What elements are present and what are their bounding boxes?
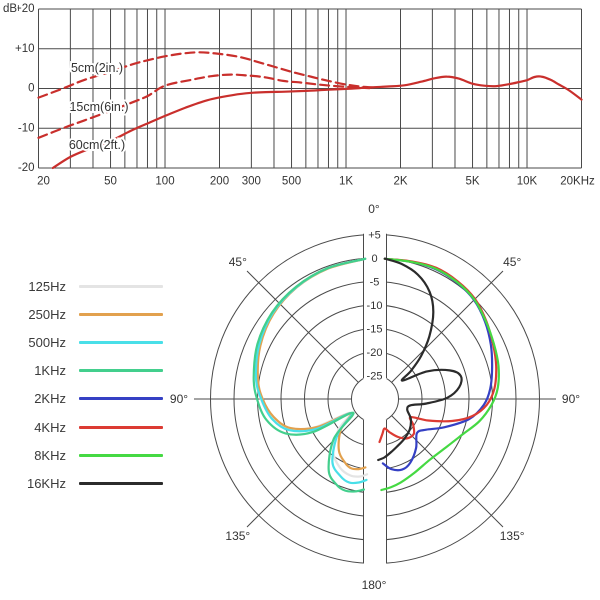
polar-curve-4khz	[378, 257, 498, 444]
polar-spoke-45	[246, 270, 359, 383]
legend-line-swatch	[79, 340, 163, 344]
angle-label-90-left: 90°	[170, 392, 188, 406]
polar-ring-m25	[351, 375, 399, 423]
curve-label-60cm-2ft: 60cm(2ft.)	[69, 138, 125, 152]
polar-spoke-45	[391, 270, 504, 383]
legend-item: 125Hz	[18, 272, 168, 300]
x-tick-label: 50	[104, 176, 117, 188]
angle-label-45-right: 45°	[503, 255, 521, 269]
angle-label-135-left: 135°	[225, 529, 250, 543]
curve-label-5cm-2in: 5cm(2in.)	[71, 61, 123, 75]
scale-stripe-bottom	[363, 419, 387, 567]
legend-label: 125Hz	[28, 278, 66, 294]
legend-line-swatch	[79, 481, 163, 485]
x-tick-label: 5K	[465, 176, 479, 188]
y-tick-label: +20	[15, 3, 35, 15]
angle-label-45-left: 45°	[229, 255, 247, 269]
polar-curve-1khz	[252, 257, 367, 493]
x-tick-label: 200	[210, 176, 229, 188]
legend-label: 2KHz	[34, 391, 66, 407]
legend-label: 250Hz	[28, 306, 66, 322]
scale-stripe-top	[363, 231, 387, 379]
curve-5cm-2in	[37, 51, 377, 99]
y-axis-unit-label: dB	[3, 3, 17, 15]
curve-60cm-2ft	[51, 75, 583, 170]
legend-item: 250Hz	[18, 300, 168, 328]
legend-label: 8KHz	[34, 447, 66, 463]
legend-label: 1KHz	[34, 363, 66, 379]
x-tick-label: 100	[155, 176, 174, 188]
legend-line-swatch	[79, 312, 163, 316]
x-tick-label: 20KHz	[560, 176, 595, 188]
frequency-response-chart: +20 +10 0 -10 -20 dB 20 50 100 200 300 500 1K 2K 5K 10K…	[2, 2, 597, 190]
legend-item: 1KHz	[18, 357, 168, 385]
angle-label-0-top: 0°	[368, 202, 380, 216]
polar-curve-8khz	[380, 257, 500, 492]
ring-label-m20: -20	[367, 347, 383, 359]
legend-line-swatch	[79, 284, 163, 288]
y-tick-label: -20	[18, 162, 35, 174]
legend-item: 4KHz	[18, 413, 168, 441]
ring-label-0: 0	[371, 253, 377, 265]
legend-line-swatch	[79, 397, 163, 401]
ring-label-p5: +5	[368, 230, 381, 242]
ring-label-m15: -15	[367, 324, 383, 336]
curve-15cm-6in	[37, 73, 371, 139]
polar-spoke-135	[391, 415, 504, 528]
x-tick-label: 300	[242, 176, 261, 188]
polar-spoke-135	[246, 415, 359, 528]
y-tick-label: +10	[15, 43, 35, 55]
ring-label-m10: -10	[367, 300, 383, 312]
legend-line-swatch	[79, 453, 163, 457]
legend-line-swatch	[79, 369, 163, 373]
polar-pattern-chart: +5 0 -5 -10 -15 -20 -25 0° 45° 45° 90° 90° 135° 135° 1…	[168, 201, 581, 594]
angle-label-90-right: 90°	[562, 392, 580, 406]
y-tick-label: 0	[28, 83, 34, 95]
x-tick-label: 10K	[517, 176, 538, 188]
angle-label-180-bottom: 180°	[362, 578, 387, 592]
curve-label-15cm-6in: 15cm(6in.)	[69, 100, 128, 114]
legend-line-swatch	[79, 425, 163, 429]
ring-label-m5: -5	[370, 277, 380, 289]
ring-label-m25: -25	[367, 371, 383, 383]
polar-legend: 125Hz 250Hz 500Hz 1KHz 2KHz 4KHz 8KHz 1	[18, 272, 168, 498]
polar-curve-500hz	[254, 257, 368, 485]
polar-curve-16khz	[377, 257, 463, 462]
legend-item: 8KHz	[18, 441, 168, 469]
legend-item: 2KHz	[18, 385, 168, 413]
angle-label-135-right: 135°	[500, 529, 525, 543]
polar-curve-250hz	[256, 257, 367, 471]
legend-label: 4KHz	[34, 419, 66, 435]
legend-item: 16KHz	[18, 469, 168, 497]
y-tick-label: -10	[18, 122, 35, 134]
legend-label: 500Hz	[28, 334, 66, 350]
x-tick-label: 500	[282, 176, 301, 188]
legend-item: 500Hz	[18, 328, 168, 356]
x-tick-label: 2K	[393, 176, 407, 188]
legend-label: 16KHz	[26, 475, 66, 491]
x-tick-label: 20	[37, 176, 50, 188]
x-tick-label: 1K	[339, 176, 353, 188]
